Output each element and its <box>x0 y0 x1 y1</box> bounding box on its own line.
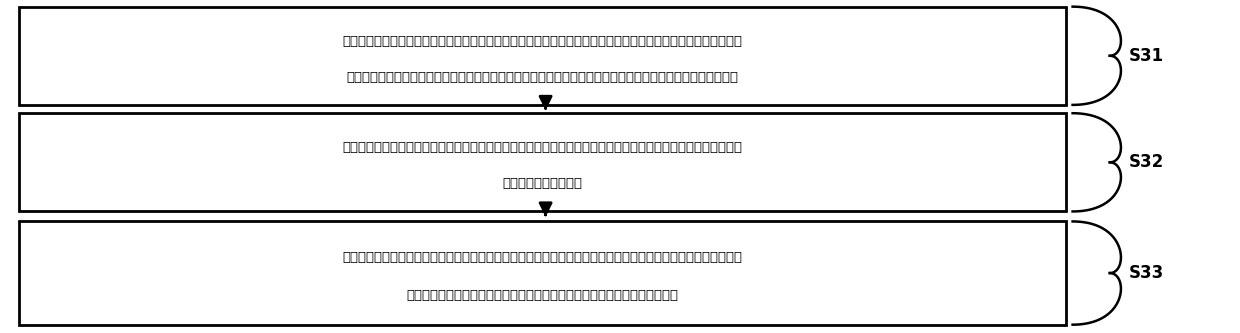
Text: 根据所有稳定性系数，计算得到所述研究区在选取的一个时刻下的滑坡发生概率，并根据每个稳定性系数，计算得: 根据所有稳定性系数，计算得到所述研究区在选取的一个时刻下的滑坡发生概率，并根据每… <box>342 251 743 264</box>
Text: 根据所述降雨历时，选取所述降雨期间中的任一个时刻，将所述力学参数作为随机变量，采用随机法，根据所述随: 根据所述降雨历时，选取所述降雨期间中的任一个时刻，将所述力学参数作为随机变量，采… <box>342 35 743 48</box>
Text: 一对应的稳定性系数；: 一对应的稳定性系数； <box>502 177 583 190</box>
Text: S32: S32 <box>1128 153 1163 171</box>
Text: S31: S31 <box>1128 47 1163 65</box>
FancyBboxPatch shape <box>19 113 1066 211</box>
FancyBboxPatch shape <box>19 221 1066 325</box>
FancyBboxPatch shape <box>19 7 1066 105</box>
Text: S33: S33 <box>1128 264 1163 282</box>
Text: 机变量和选取的一个时刻下的地下水位变化数据，得到所述研究区在选取的一个时刻下的多个随机变量参数值；: 机变量和选取的一个时刻下的地下水位变化数据，得到所述研究区在选取的一个时刻下的多… <box>346 71 739 84</box>
Text: 到所述研究区在选取的一个时刻下与所述滑坡发生概率对应的多个滑坡强度。: 到所述研究区在选取的一个时刻下与所述滑坡发生概率对应的多个滑坡强度。 <box>407 289 678 302</box>
Text: 采用所述极限平衡法，根据每个随机变量参数值计算得到所述研究区在选取的一个时刻下的每个随机变量参数值一: 采用所述极限平衡法，根据每个随机变量参数值计算得到所述研究区在选取的一个时刻下的… <box>342 141 743 154</box>
